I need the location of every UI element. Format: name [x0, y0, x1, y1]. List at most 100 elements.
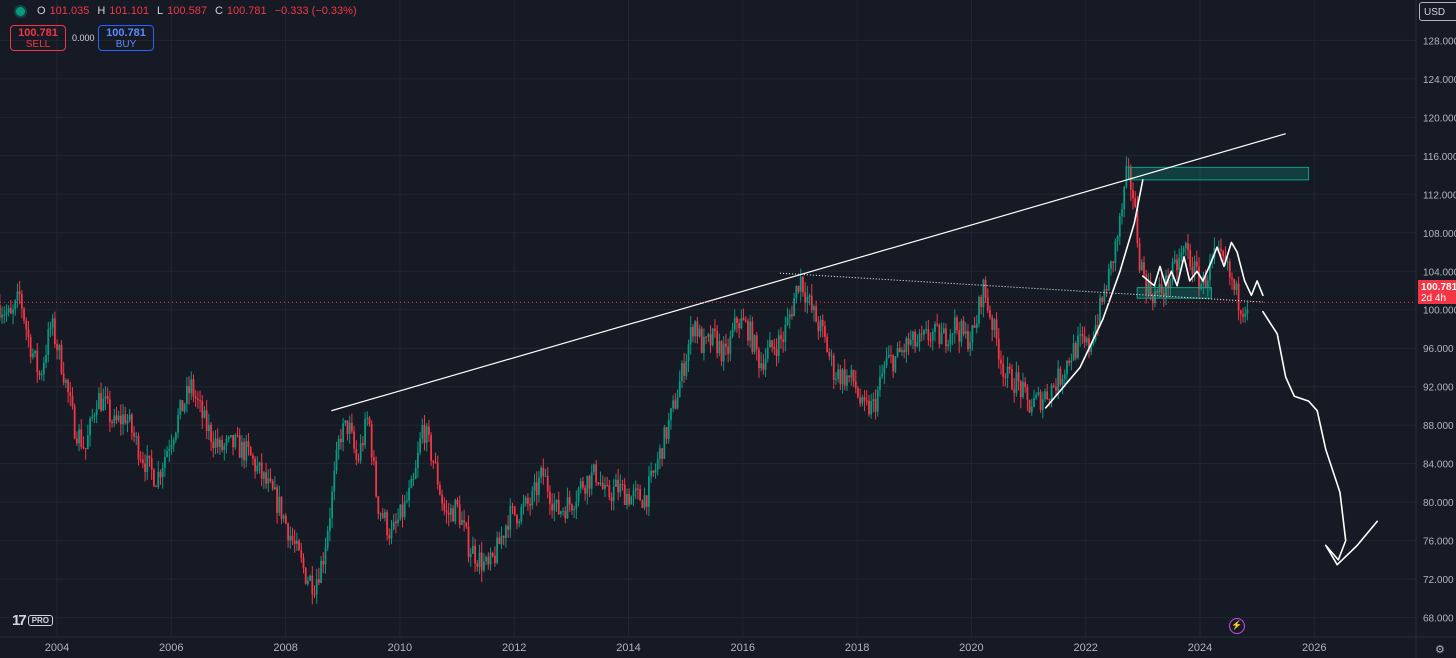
candle-body [388, 535, 391, 539]
candle-body [667, 420, 670, 439]
candle-body [95, 409, 98, 416]
sell-button[interactable]: 100.781 SELL [10, 25, 66, 51]
x-tick-label: 2024 [1188, 642, 1212, 654]
candle-body [258, 462, 261, 466]
settings-icon[interactable]: ⚙ [1435, 644, 1445, 656]
candle-body [656, 459, 659, 470]
candle-body [703, 336, 705, 353]
candle-body [225, 438, 228, 446]
candle-body [1083, 336, 1086, 343]
candle-body [1198, 266, 1200, 289]
candle-body [870, 401, 873, 415]
candle-body [881, 373, 884, 377]
candle-body [590, 472, 593, 489]
candle-body [106, 396, 109, 400]
candle-body [1090, 344, 1093, 352]
candles [0, 156, 1249, 605]
lightning-icon[interactable]: ⚡ [1229, 618, 1245, 634]
candle-body [793, 298, 796, 317]
candle-body [555, 499, 558, 504]
candle-body [997, 338, 1000, 360]
buy-button[interactable]: 100.781 BUY [98, 25, 154, 51]
candle-body [529, 503, 532, 506]
candle-body [1173, 259, 1176, 263]
candle-body [254, 458, 256, 472]
candle-body [608, 485, 611, 498]
drawings[interactable] [331, 133, 1378, 566]
candle-body [251, 455, 254, 459]
y-tick-label: 100.000 [1423, 306, 1456, 317]
candle-body [918, 333, 921, 343]
candle-body [597, 482, 600, 485]
candle-body [540, 467, 543, 478]
candle-body [1195, 261, 1198, 267]
candle-body [1061, 378, 1064, 385]
currency-select[interactable]: USD [1419, 2, 1456, 21]
candle-body [419, 438, 422, 453]
candle-body [507, 525, 510, 530]
candle-body [615, 479, 617, 487]
candle-body [560, 511, 562, 515]
candle-body [260, 462, 263, 479]
candle-body [894, 356, 897, 372]
candle-body [221, 439, 223, 451]
candle-body [119, 415, 122, 425]
candle-body [872, 399, 875, 402]
candle-body [850, 370, 853, 378]
candle-body [64, 380, 67, 383]
candle-body [1204, 276, 1207, 288]
candle-body [912, 331, 914, 340]
candle-body [901, 350, 903, 353]
candle-body [192, 379, 195, 397]
candle-body [520, 506, 523, 522]
candle-body [670, 408, 672, 421]
candle-body [929, 339, 932, 341]
candle-body [394, 521, 397, 524]
trend-line [331, 133, 1286, 412]
candle-body [350, 422, 353, 432]
candle-body [623, 484, 626, 505]
candle-body [967, 331, 969, 350]
high-value: 101.101 [109, 5, 150, 17]
x-tick-label: 2022 [1073, 642, 1097, 654]
candle-body [161, 467, 164, 478]
candle-body [14, 300, 17, 310]
candle-body [579, 481, 582, 489]
candle-body [177, 414, 179, 433]
candle-body [832, 355, 835, 380]
candle-body [320, 560, 322, 583]
pro-badge: PRO [27, 615, 54, 626]
market-status-icon[interactable] [16, 6, 25, 16]
candle-body [1220, 248, 1222, 251]
candle-body [738, 323, 741, 329]
candle-body [1011, 369, 1013, 390]
candle-body [126, 420, 129, 424]
candle-body [1015, 372, 1018, 393]
candle-body [450, 508, 452, 515]
candle-body [975, 323, 978, 328]
candle-body [62, 373, 65, 383]
x-tick-label: 2010 [388, 642, 412, 654]
candle-body [80, 429, 83, 447]
candle-body [306, 580, 309, 584]
candle-body [760, 363, 763, 369]
candle-body [940, 333, 943, 345]
tradingview-logo[interactable]: 17 PRO [12, 612, 54, 629]
candle-body [304, 567, 307, 584]
candle-body [1059, 368, 1062, 385]
candle-body [333, 470, 336, 492]
candle-body [18, 291, 21, 294]
candle-body [135, 436, 138, 438]
candle-body [1044, 391, 1046, 400]
candle-body [914, 331, 917, 347]
candle-body [1149, 282, 1152, 296]
bar-countdown: 2d 4h [1421, 293, 1447, 304]
last-price-tag: 100.781 2d 4h [1418, 280, 1456, 304]
candle-body [465, 522, 468, 527]
candle-body [430, 434, 433, 461]
candle-body [1101, 297, 1104, 302]
candle-body [626, 493, 628, 505]
candle-body [392, 521, 395, 530]
candle-body [377, 496, 380, 514]
